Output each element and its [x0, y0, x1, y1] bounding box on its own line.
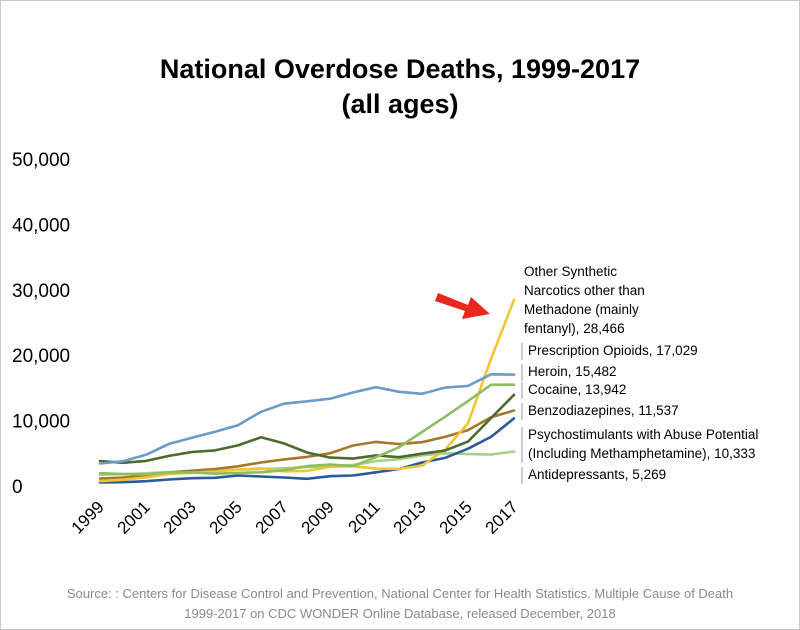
x-tick-label: 2003 [160, 497, 200, 537]
series-labels: Other Synthetic Narcotics other than Metha… [521, 264, 758, 484]
series-label-cocaine: Cocaine, 13,942 [521, 382, 626, 399]
series-lines [98, 298, 516, 484]
y-axis-ticks: 0 10,000 20,000 30,000 40,000 50,000 [12, 150, 70, 498]
x-tick-label: 2001 [114, 497, 154, 537]
series-line-cocaine [98, 393, 516, 465]
chart-title: National Overdose Deaths, 1999-2017 (all… [0, 52, 800, 122]
y-tick-label: 0 [12, 477, 23, 498]
x-tick-label: 1999 [68, 497, 108, 537]
x-tick-label: 2007 [252, 497, 292, 537]
series-label-text: Other Synthetic Narcotics other than Metha… [524, 264, 645, 336]
series-label-benzodiazepines: Benzodiazepines, 11,537 [521, 403, 679, 420]
y-tick-label: 30,000 [12, 281, 70, 302]
chart-title-line-1: National Overdose Deaths, 1999-2017 [159, 54, 641, 84]
x-axis-ticks: 1999 2001 2003 2005 2007 2009 2011 2013 2015 2017 [68, 497, 522, 537]
y-tick-label: 50,000 [12, 150, 70, 171]
y-tick-label: 10,000 [12, 412, 70, 433]
series-label-heroin: Heroin, 15,482 [521, 364, 617, 381]
y-tick-label: 40,000 [12, 215, 70, 236]
source-note-line-1: Source: : Centers for Disease Control an… [66, 586, 734, 601]
annotations [435, 293, 490, 319]
series-label-text: Prescription Opioids, 17,029 [528, 343, 698, 358]
x-tick-label: 2005 [206, 497, 246, 537]
series-label-psychostimulants-with-abuse-potential-including-methamphetamine: Psychostimulants with Abuse Potential (In… [521, 427, 758, 463]
series-label-text: Heroin, 15,482 [528, 364, 617, 379]
series-line-prescription-opioids [98, 372, 516, 465]
chart-title-line-2: (all ages) [341, 89, 459, 119]
x-tick-label: 2015 [436, 497, 476, 537]
series-label-text: Antidepressants, 5,269 [528, 467, 666, 482]
series-line-benzodiazepines [98, 409, 516, 480]
x-tick-label: 2013 [390, 497, 430, 537]
series-label-text: Benzodiazepines, 11,537 [528, 403, 679, 418]
red-arrow-icon [435, 293, 490, 319]
series-label-text: Psychostimulants with Abuse Potential (In… [528, 427, 758, 461]
series-line-psychostimulants-with-abuse-potential-including-methamphetamine [98, 417, 516, 484]
series-line-heroin [98, 383, 516, 476]
series-label-prescription-opioids: Prescription Opioids, 17,029 [521, 343, 698, 360]
x-tick-label: 2009 [298, 497, 338, 537]
x-tick-label: 2017 [482, 497, 522, 537]
series-label-antidepressants: Antidepressants, 5,269 [521, 467, 666, 484]
source-note-line-2: 1999-2017 on CDC WONDER Online Database,… [184, 606, 616, 621]
series-label-other-synthetic-narcotics-other-than-methadone-mainly-fentanyl: Other Synthetic Narcotics other than Metha… [524, 264, 645, 336]
x-tick-label: 2011 [345, 497, 384, 536]
y-tick-label: 20,000 [12, 346, 70, 367]
source-note: Source: : Centers for Disease Control an… [20, 584, 780, 624]
series-label-text: Cocaine, 13,942 [528, 382, 626, 397]
